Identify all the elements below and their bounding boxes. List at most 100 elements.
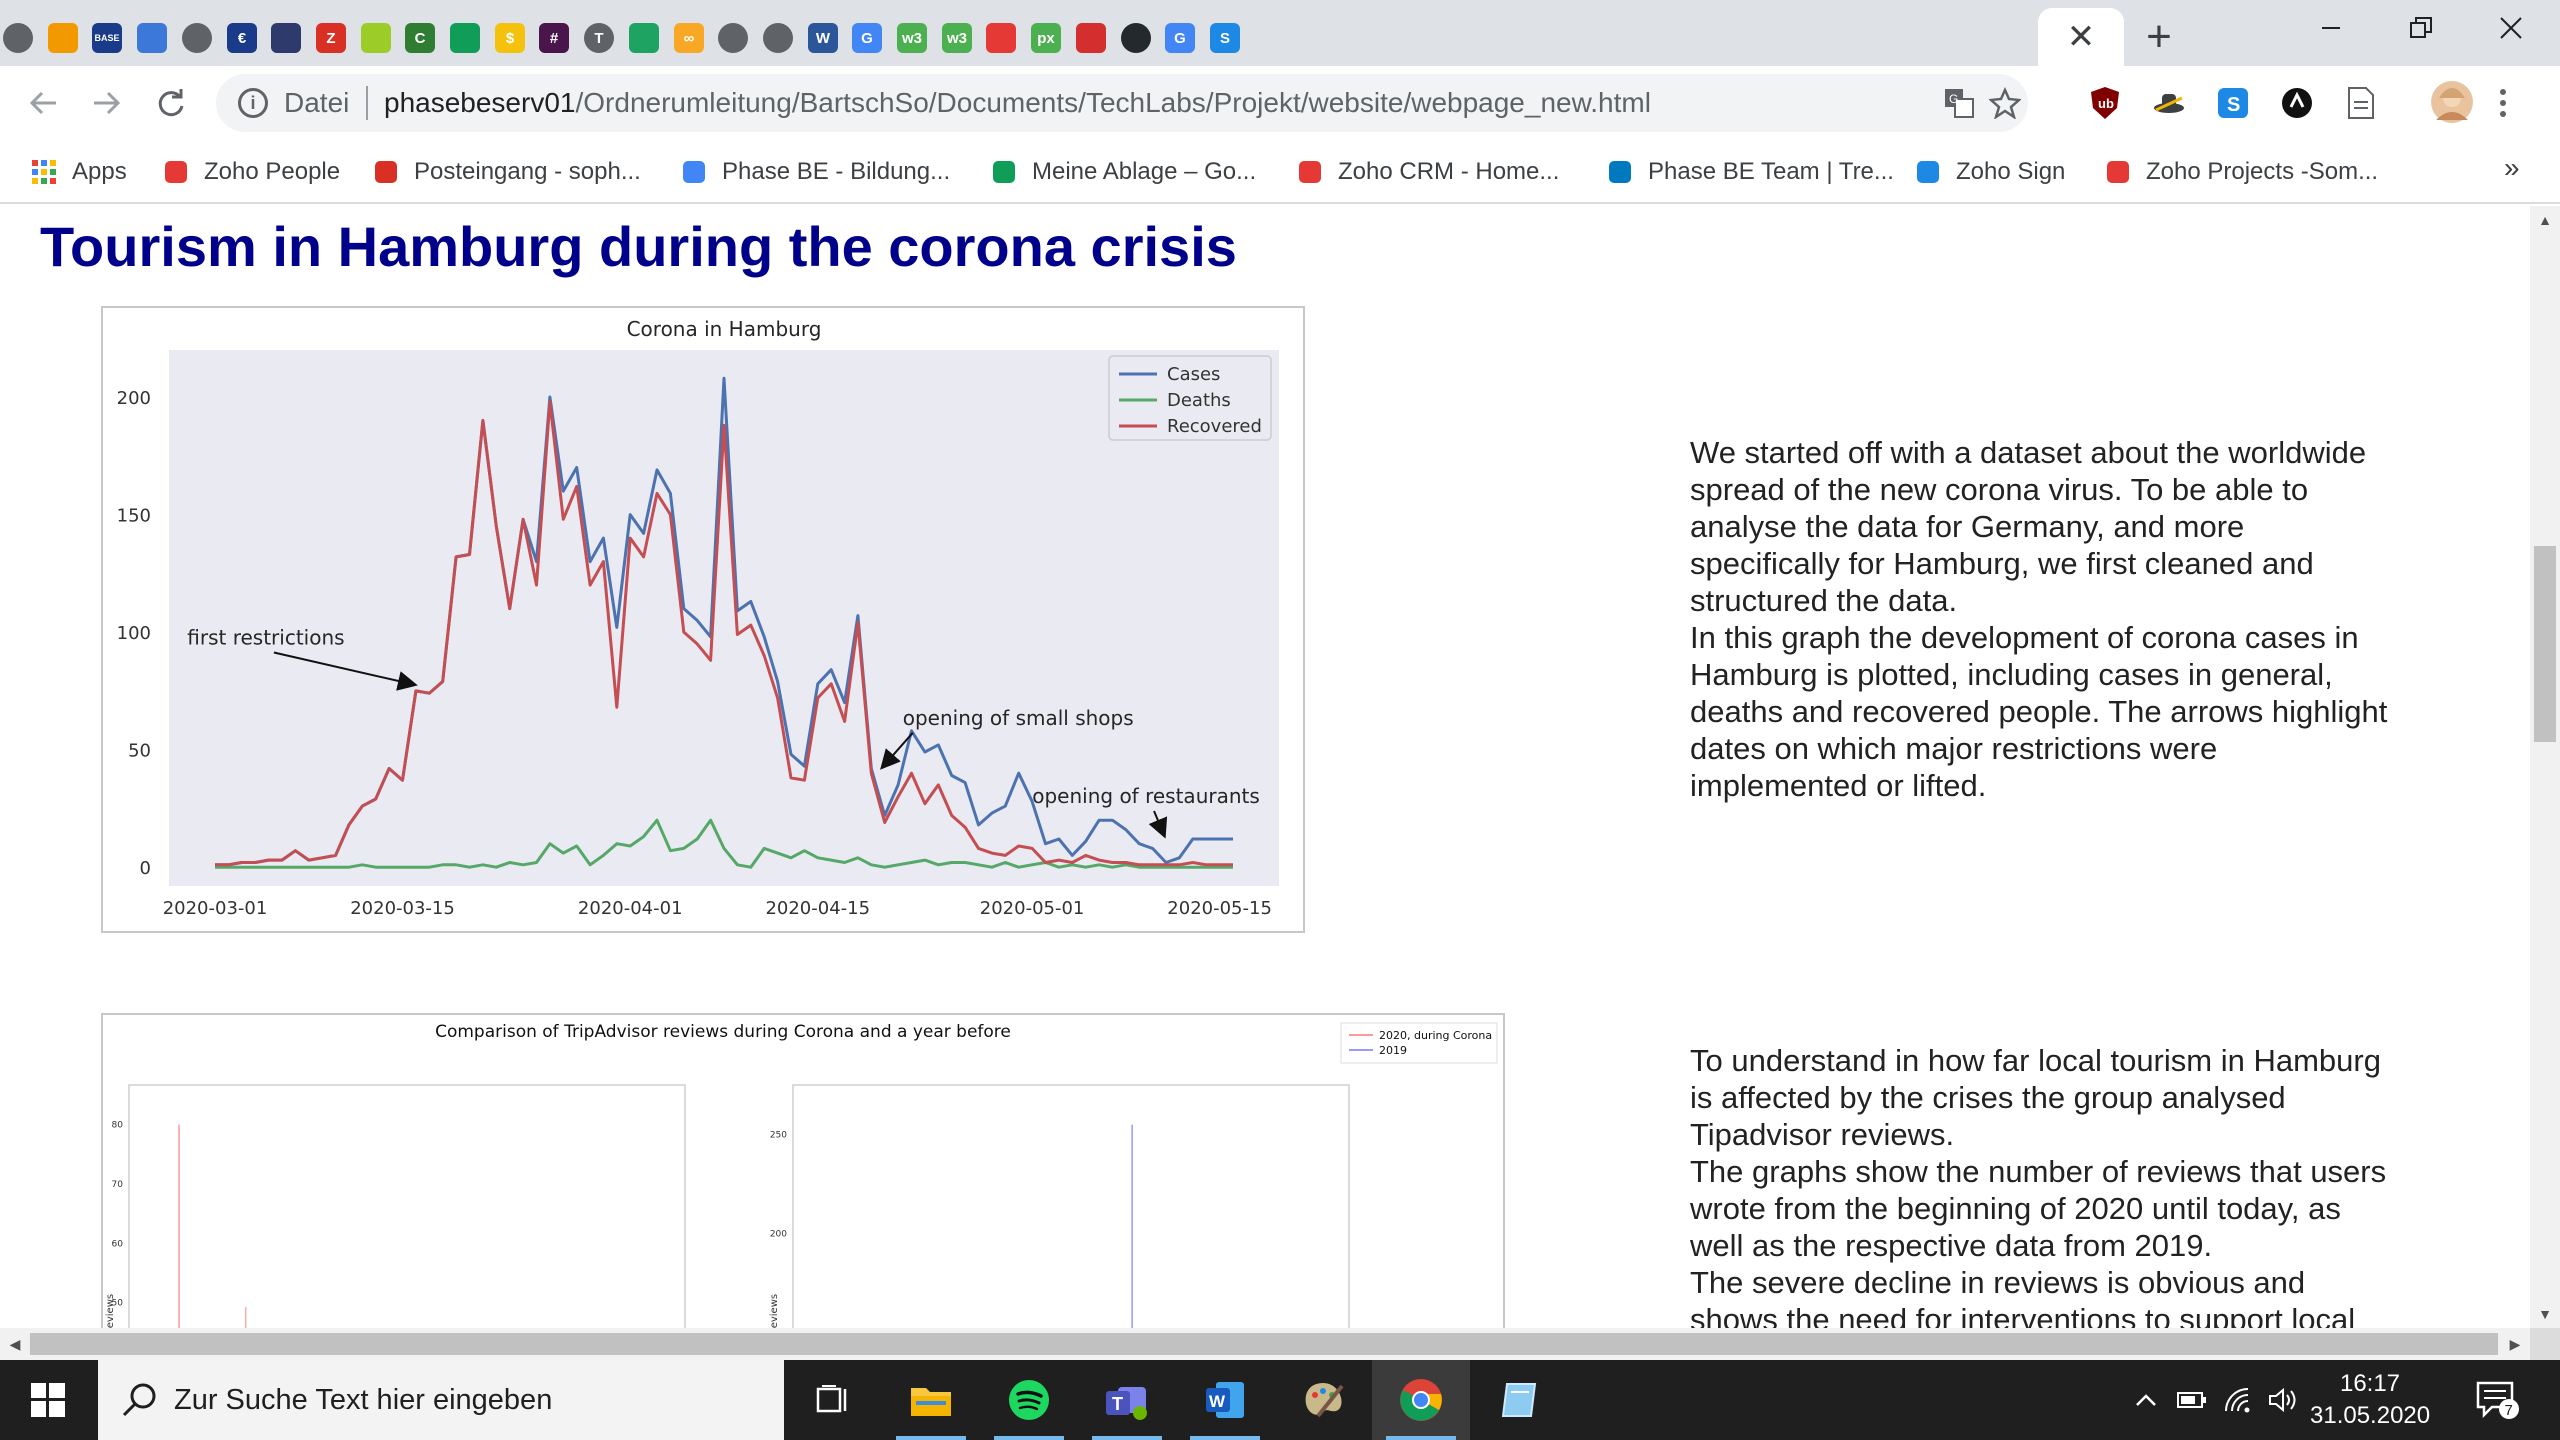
bookmark-item[interactable]: Posteingang - soph... (372, 154, 641, 190)
bookmark-item[interactable]: Phase BE - Bildung... (680, 154, 950, 190)
text-line: structured the data. (1690, 583, 1958, 618)
horizontal-scrollbar[interactable]: ◀ ▶ (0, 1328, 2530, 1360)
chart-icon (271, 23, 301, 53)
tab[interactable]: ∞ (667, 10, 711, 66)
address-bar[interactable]: i Datei phasebeserv01/Ordnerumleitung/Ba… (216, 74, 2028, 132)
translate-icon[interactable]: G (1940, 84, 1978, 122)
extension-circle-icon[interactable] (2278, 84, 2316, 122)
bookmark-label: Phase BE Team | Tre... (1648, 158, 1894, 185)
security-label[interactable]: Datei (284, 87, 350, 118)
word-button[interactable]: W (1176, 1360, 1274, 1440)
vertical-scroll-thumb[interactable] (2534, 546, 2556, 742)
globe-icon (3, 23, 33, 53)
tab[interactable] (130, 10, 174, 66)
back-button[interactable] (16, 76, 70, 130)
tab[interactable] (1069, 10, 1113, 66)
skype-extension-icon[interactable]: S (2214, 84, 2252, 122)
bookmark-item[interactable]: Zoho Sign (1914, 154, 2065, 190)
battery-icon[interactable] (2172, 1378, 2212, 1422)
paint-button[interactable] (1274, 1360, 1372, 1440)
tab[interactable]: G (1158, 10, 1202, 66)
bookmark-item[interactable]: Meine Ablage – Go... (990, 154, 1256, 190)
tab[interactable] (622, 10, 666, 66)
info-icon[interactable]: i (238, 88, 268, 118)
tab[interactable]: € (220, 10, 264, 66)
star-icon[interactable] (1986, 84, 2024, 122)
tab[interactable] (0, 10, 40, 66)
bookmarks-overflow-button[interactable]: » (2504, 152, 2520, 183)
tab[interactable]: w3 (890, 10, 934, 66)
subplot-frame (128, 1084, 686, 1328)
calendar-icon (680, 158, 708, 186)
tab[interactable]: S (1203, 10, 1247, 66)
tab[interactable] (756, 10, 800, 66)
bookmark-item[interactable]: Zoho People (162, 154, 340, 190)
zotero-icon: Z (316, 23, 346, 53)
drive-icon (629, 23, 659, 53)
tab[interactable] (175, 10, 219, 66)
typo-icon: T (584, 23, 614, 53)
reload-button[interactable] (144, 76, 198, 130)
tab[interactable] (264, 10, 308, 66)
tab[interactable] (41, 10, 85, 66)
tab[interactable]: BASE (85, 10, 129, 66)
tab[interactable] (711, 10, 755, 66)
taskbar-clock[interactable]: 16:17 31.05.2020 (2310, 1368, 2430, 1432)
notification-center-button[interactable]: 7 (2470, 1378, 2526, 1422)
teams-button[interactable]: T (1078, 1360, 1176, 1440)
pixlr-icon: px (1031, 23, 1061, 53)
restore-button[interactable] (2376, 0, 2466, 56)
task-view-button[interactable] (784, 1360, 882, 1440)
taskbar-search-box[interactable]: Zur Suche Text hier eingeben (98, 1360, 784, 1440)
more-menu-icon[interactable] (2484, 84, 2522, 122)
scroll-left-arrow-icon[interactable]: ◀ (9, 1335, 21, 1352)
globe-icon (718, 23, 748, 53)
wifi-icon[interactable] (2218, 1378, 2258, 1422)
scroll-up-arrow-icon[interactable]: ▲ (2538, 212, 2552, 228)
bookmark-item[interactable]: Zoho CRM - Home... (1296, 154, 1559, 190)
tab[interactable]: G (845, 10, 889, 66)
tab[interactable] (443, 10, 487, 66)
subplot-panel: 50 60 70 80 of reviews (105, 1084, 686, 1328)
profile-avatar[interactable] (2430, 80, 2474, 124)
slack-icon: # (539, 23, 569, 53)
document-extension-icon[interactable] (2342, 84, 2380, 122)
extension-hat-icon[interactable] (2150, 84, 2188, 122)
file-explorer-button[interactable] (882, 1360, 980, 1440)
tab[interactable]: $ (488, 10, 532, 66)
w3-icon: w3 (897, 23, 927, 53)
tab[interactable]: # (532, 10, 576, 66)
vertical-scrollbar[interactable]: ▲ ▼ (2530, 206, 2560, 1328)
chrome-button[interactable] (1372, 1360, 1470, 1440)
notepad-button[interactable] (1470, 1360, 1568, 1440)
show-hidden-icons-chevron-icon[interactable] (2126, 1378, 2166, 1422)
bookmark-item[interactable]: Apps (30, 154, 127, 190)
bookmark-item[interactable]: Phase BE Team | Tre... (1606, 154, 1894, 190)
close-tab-icon[interactable]: ✕ (2066, 18, 2096, 56)
legend-frame (1108, 355, 1272, 441)
horizontal-scroll-thumb[interactable] (30, 1333, 2498, 1355)
bookmark-item[interactable]: Zoho Projects -Som... (2104, 154, 2378, 190)
volume-icon[interactable] (2264, 1378, 2304, 1422)
minimize-button[interactable] (2286, 0, 2376, 56)
annotation-arrow (273, 651, 418, 691)
scroll-right-arrow-icon[interactable]: ▶ (2509, 1335, 2521, 1352)
spotify-button[interactable] (980, 1360, 1078, 1440)
ublock-icon[interactable]: ub (2086, 84, 2124, 122)
tab[interactable] (354, 10, 398, 66)
tab[interactable]: w3 (935, 10, 979, 66)
scroll-down-arrow-icon[interactable]: ▼ (2538, 1306, 2552, 1322)
close-window-button[interactable] (2466, 0, 2556, 56)
tab[interactable]: C (398, 10, 442, 66)
start-button[interactable] (0, 1360, 96, 1440)
tab[interactable]: Z (309, 10, 353, 66)
tab[interactable]: px (1024, 10, 1068, 66)
active-tab[interactable]: ✕ (2038, 8, 2124, 66)
tab[interactable]: W (801, 10, 845, 66)
tab[interactable]: T (577, 10, 621, 66)
url-text[interactable]: phasebeserv01/Ordnerumleitung/BartschSo/… (384, 87, 1651, 119)
forward-button[interactable] (80, 76, 134, 130)
tab[interactable] (979, 10, 1023, 66)
new-tab-button[interactable]: + (2130, 8, 2188, 66)
tab[interactable] (1114, 10, 1158, 66)
